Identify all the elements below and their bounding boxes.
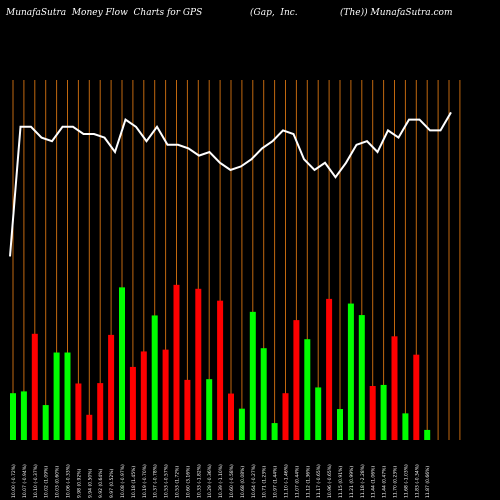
money-flow-bar xyxy=(119,287,125,440)
x-tick-label: 11.12 (1.36%) xyxy=(305,466,311,498)
x-tick-label: 10.53 (-0.57%) xyxy=(164,464,170,498)
x-tick-label: 10.07 (-0.94%) xyxy=(22,464,28,498)
x-tick-label: 9.97 (0.52%) xyxy=(109,468,115,498)
money-flow-bar xyxy=(293,320,300,440)
x-tick-label: 10.64 (-0.27%) xyxy=(251,464,257,498)
money-flow-bar xyxy=(337,409,343,440)
x-tick-label: 11.70 (0.23%) xyxy=(393,466,399,498)
x-tick-label: 10.53 (1.72%) xyxy=(175,466,181,498)
money-flow-bar xyxy=(402,413,409,440)
x-tick-label: 10.39 (-1.10%) xyxy=(218,464,224,498)
x-tick-label: 10.02 (1.09%) xyxy=(44,466,50,498)
x-tick-label: 10.10 (-0.37%) xyxy=(33,464,39,498)
money-flow-bar xyxy=(271,423,278,440)
x-tick-label: 10.68 (0.08%) xyxy=(240,466,246,498)
money-flow-bar xyxy=(217,300,224,440)
money-flow-bar xyxy=(249,311,256,440)
money-flow-bar xyxy=(195,288,202,440)
money-flow-bar xyxy=(380,384,387,440)
money-flow-bar xyxy=(228,393,234,440)
x-tick-label: 10.06 (-0.33%) xyxy=(66,464,72,498)
money-flow-bar xyxy=(424,429,431,440)
money-flow-bar xyxy=(162,349,169,440)
chart-title: MunafaSutra Money Flow Charts for GPS xyxy=(6,8,203,18)
x-tick-label: 10.37 (-0.78%) xyxy=(153,464,159,498)
money-flow-bar xyxy=(326,298,333,440)
x-tick-label: 10.60 (3.16%) xyxy=(185,466,191,498)
money-flow-bar xyxy=(20,391,27,440)
company-name: (Gap, Inc. xyxy=(250,8,298,18)
x-tick-label: 10.97 (1.44%) xyxy=(273,466,279,498)
money-flow-bar xyxy=(391,336,398,440)
money-flow-bar xyxy=(97,383,104,440)
money-flow-bar xyxy=(86,414,93,440)
x-tick-label: 11.44 (0.47%) xyxy=(382,466,388,498)
x-tick-label: 11.17 (-0.65%) xyxy=(316,464,322,498)
money-flow-bar xyxy=(31,333,38,440)
money-flow-bar xyxy=(108,334,115,440)
money-flow-bar xyxy=(260,348,267,440)
x-tick-label: 11.68 (-1.03%) xyxy=(403,464,409,498)
x-tick-label: 10.96 (-0.65%) xyxy=(327,464,333,498)
x-tick-label: 11.21 (0.99%) xyxy=(349,466,355,498)
money-flow-bar xyxy=(238,408,245,440)
x-tick-label: 10.03 (0.60%) xyxy=(55,466,61,498)
x-tick-label: 10.18 (1.45%) xyxy=(131,466,137,498)
x-tick-label: 11.18 (-2.28%) xyxy=(360,464,366,498)
x-tick-label: 9.98 (0.92%) xyxy=(76,468,82,498)
money-flow-bar xyxy=(184,379,191,440)
money-flow-bar xyxy=(53,352,60,440)
money-flow-bar xyxy=(358,315,365,440)
money-flow-bar xyxy=(173,284,180,440)
x-tick-label: 10.60 (-0.58%) xyxy=(229,464,235,498)
money-flow-bar xyxy=(369,386,376,440)
x-tick-label: 9.94 (0.50%) xyxy=(87,468,93,498)
x-tick-label: 10.29 (-0.36%) xyxy=(207,464,213,498)
money-flow-bar xyxy=(413,354,420,440)
money-flow-bar xyxy=(151,315,158,440)
money-flow-bar xyxy=(206,379,213,440)
x-tick-label: 11.07 (0.44%) xyxy=(294,466,300,498)
x-tick-label: 10.33 (-1.82%) xyxy=(196,464,202,498)
price-line xyxy=(9,111,452,257)
x-tick-label: 9.92 (0.64%) xyxy=(98,468,104,498)
money-flow-bar xyxy=(304,339,311,440)
x-tick-label: 11.15 (0.91%) xyxy=(338,466,344,498)
money-flow-bar xyxy=(315,387,322,440)
x-tick-label: 10.71 (1.23%) xyxy=(262,466,268,498)
site-name: (The)) MunafaSutra.com xyxy=(340,8,453,18)
x-tick-label: 11.44 (1.06%) xyxy=(371,466,377,498)
money-flow-bar xyxy=(42,405,49,440)
x-tick-label: 11.83 (-0.34%) xyxy=(414,464,420,498)
x-tick-label: 11.87 (0.66%) xyxy=(425,466,431,498)
x-tick-label: 10.08 (-0.97%) xyxy=(120,464,126,498)
x-tick-label: 10.00 (-0.72%) xyxy=(11,464,17,498)
money-flow-bar xyxy=(140,351,147,440)
money-flow-bar xyxy=(10,393,16,440)
x-tick-label: 11.10 (-1.46%) xyxy=(284,464,290,498)
money-flow-bar xyxy=(75,383,82,440)
money-flow-bar xyxy=(64,352,71,440)
money-flow-bar xyxy=(347,303,354,440)
money-flow-bar xyxy=(282,393,289,440)
money-flow-bar xyxy=(129,366,136,440)
x-tick-label: 10.19 (-0.70%) xyxy=(142,464,148,498)
